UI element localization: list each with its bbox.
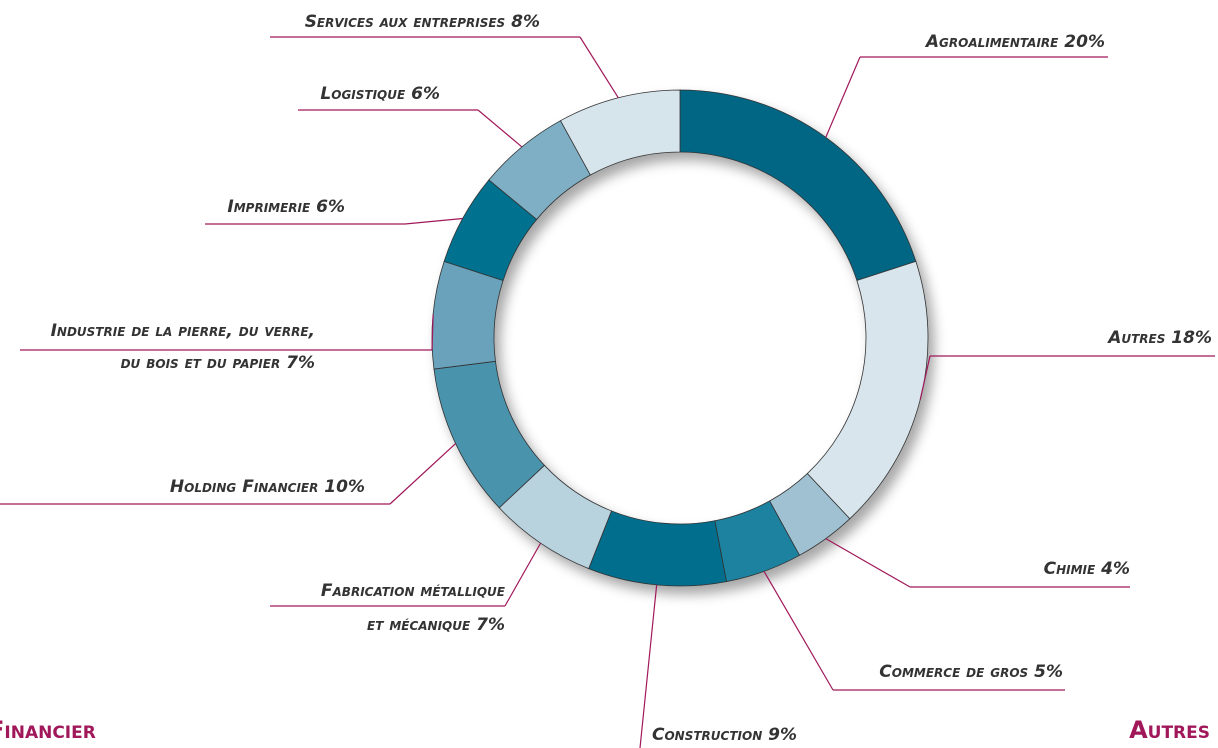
slice-label: Holding Financier 10% <box>170 477 365 497</box>
leader-line <box>639 584 658 748</box>
value-label: 5% <box>1034 662 1063 682</box>
leader-line <box>579 36 619 99</box>
slice-label: Fabrication métallique <box>321 581 506 601</box>
annotation: Autres <box>1129 716 1210 744</box>
category-label: Holding Financier <box>170 477 318 497</box>
leader-line <box>404 217 463 225</box>
donut-segment <box>559 89 681 176</box>
slice-label: Commerce de gros 5% <box>879 662 1063 682</box>
leader-line <box>763 571 834 691</box>
donut <box>431 89 929 587</box>
donut-segment <box>806 260 929 520</box>
value-label: 4% <box>1100 559 1130 579</box>
leader-line <box>919 355 931 400</box>
slice-label: du bois et du papier 7% <box>121 353 315 373</box>
category-label: Chimie <box>1044 559 1096 579</box>
category-label: Fabrication métallique <box>321 581 506 601</box>
donut-segment <box>588 510 727 587</box>
value-label: 20% <box>1064 32 1105 52</box>
slice-label: Chimie 4% <box>1044 559 1130 579</box>
category-label: Logistique <box>320 84 406 104</box>
leader-line <box>477 109 523 148</box>
value-label: 10% <box>324 477 365 497</box>
leader-line <box>825 56 861 138</box>
value-label: 7% <box>476 615 505 635</box>
category-label: Agroalimentaire <box>924 32 1059 52</box>
category-label: et mécanique <box>367 615 471 635</box>
leader-line <box>389 443 457 505</box>
slice-label: Services aux entreprises 8% <box>305 12 540 32</box>
leader-line <box>504 542 542 607</box>
category-label: Imprimerie <box>227 197 311 217</box>
value-label: 7% <box>286 353 315 373</box>
donut-segment <box>431 260 504 370</box>
donut-segment <box>679 89 917 282</box>
category-label: Industrie de la pierre, du verre, <box>51 321 315 341</box>
slice-label: Construction 9% <box>652 725 797 745</box>
category-label: Construction <box>652 725 762 745</box>
value-label: 6% <box>316 197 345 217</box>
category-label: Commerce de gros <box>879 662 1028 682</box>
leader-line <box>825 538 911 588</box>
slice-label: Logistique 6% <box>320 84 440 104</box>
category-label: du bois et du papier <box>121 353 281 373</box>
annotation: Financier <box>0 716 96 744</box>
value-label: 9% <box>768 725 797 745</box>
value-label: 8% <box>511 12 540 32</box>
slice-label: Autres 18% <box>1106 328 1212 348</box>
slice-label: Imprimerie 6% <box>227 197 345 217</box>
value-label: 6% <box>411 84 440 104</box>
slice-label: Industrie de la pierre, du verre, <box>51 321 315 341</box>
category-label: Autres <box>1106 328 1165 348</box>
slice-label: et mécanique 7% <box>367 615 505 635</box>
slice-label: Agroalimentaire 20% <box>924 32 1105 52</box>
leader-line <box>431 314 434 351</box>
value-label: 18% <box>1171 328 1212 348</box>
category-label: Services aux entreprises <box>305 12 506 32</box>
